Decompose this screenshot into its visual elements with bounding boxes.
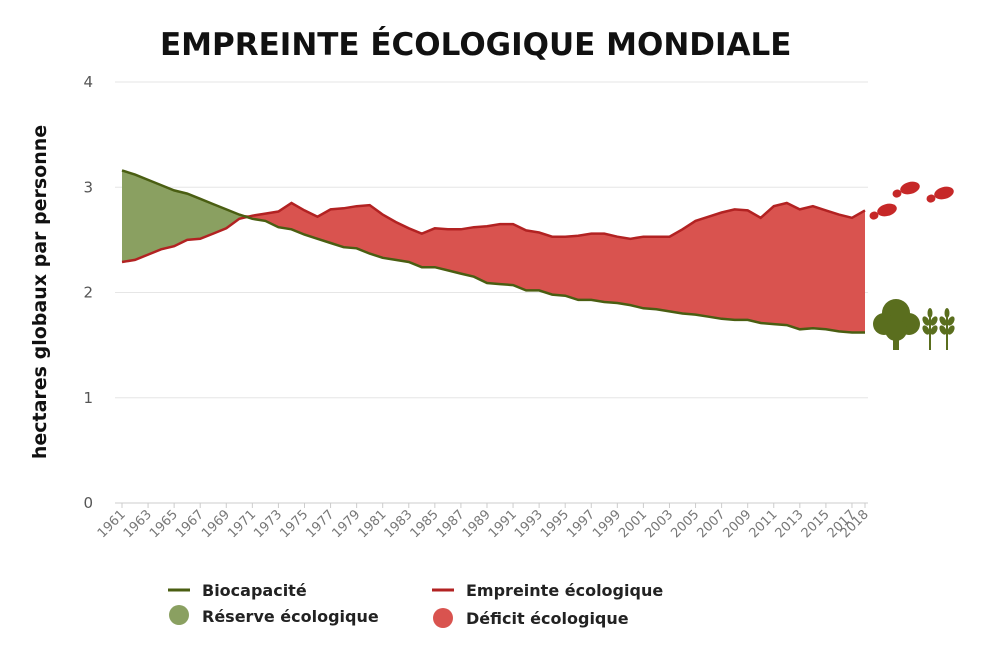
x-tick-label: 1979 bbox=[329, 507, 363, 541]
wheat-grain bbox=[922, 316, 930, 326]
wheat-grain bbox=[922, 325, 930, 335]
x-tick-label: 1995 bbox=[538, 507, 572, 541]
legend-biocapacite-label: Biocapacité bbox=[202, 581, 307, 600]
x-tick-label: 1965 bbox=[147, 507, 181, 541]
x-tick-label: 1967 bbox=[173, 507, 207, 541]
x-ticks: 1961196319651967196919711973197519771979… bbox=[95, 503, 872, 541]
x-tick-label: 2007 bbox=[694, 507, 728, 541]
y-axis-label: hectares globaux par personne bbox=[29, 125, 51, 459]
y-tick-label: 1 bbox=[83, 389, 93, 407]
wheat-grain bbox=[927, 308, 933, 318]
x-tick-label: 2011 bbox=[747, 507, 781, 541]
x-tick-label: 1987 bbox=[434, 507, 468, 541]
wheat-grain bbox=[930, 316, 938, 326]
x-tick-label: 2001 bbox=[616, 507, 650, 541]
x-tick-label: 1991 bbox=[486, 507, 520, 541]
footprint-heel bbox=[892, 189, 902, 198]
wheat-grain bbox=[939, 325, 947, 335]
legend-deficit-label: Déficit écologique bbox=[466, 609, 629, 628]
footprint-sole bbox=[934, 186, 954, 200]
x-tick-label: 1983 bbox=[382, 507, 416, 541]
x-tick-label: 2015 bbox=[799, 507, 833, 541]
x-tick-label: 1977 bbox=[303, 507, 337, 541]
footprint-sole bbox=[900, 181, 920, 195]
footprints-icon bbox=[869, 181, 954, 220]
footprint-heel bbox=[869, 211, 879, 220]
x-tick-label: 1961 bbox=[95, 507, 129, 541]
x-tick-label: 1973 bbox=[251, 507, 285, 541]
wheat-grain bbox=[944, 308, 950, 318]
x-tick-label: 2003 bbox=[642, 507, 676, 541]
biocapacite-line bbox=[121, 169, 865, 334]
x-tick-label: 2005 bbox=[668, 507, 702, 541]
x-tick-label: 1969 bbox=[199, 507, 233, 541]
x-tick-label: 2009 bbox=[721, 507, 755, 541]
wheat-icon bbox=[922, 308, 955, 350]
legend: Biocapacité Réserve écologique Empreinte… bbox=[168, 581, 663, 628]
legend-empreinte-label: Empreinte écologique bbox=[466, 581, 663, 600]
deficit-area bbox=[122, 170, 865, 333]
y-ticks: 0 1 2 3 4 bbox=[83, 73, 93, 512]
y-tick-label: 3 bbox=[83, 178, 93, 196]
series-lines bbox=[121, 169, 866, 334]
areas bbox=[122, 170, 865, 333]
x-tick-label: 1993 bbox=[512, 507, 546, 541]
x-tick-label: 1963 bbox=[121, 507, 155, 541]
x-tick-label: 1997 bbox=[564, 507, 598, 541]
legend-deficit-swatch bbox=[433, 608, 453, 628]
x-tick-label: 2013 bbox=[773, 507, 807, 541]
y-tick-label: 2 bbox=[83, 284, 93, 302]
footprint-sole bbox=[877, 203, 897, 217]
x-tick-label: 1999 bbox=[590, 507, 624, 541]
footprint-heel bbox=[926, 194, 936, 203]
wheat-grain bbox=[947, 325, 955, 335]
tree-trunk bbox=[893, 330, 899, 350]
wheat-grain bbox=[939, 316, 947, 326]
legend-reserve-label: Réserve écologique bbox=[202, 607, 379, 626]
chart-title: EMPREINTE ÉCOLOGIQUE MONDIALE bbox=[160, 27, 791, 63]
x-tick-label: 1981 bbox=[356, 507, 390, 541]
tree-icon bbox=[873, 299, 920, 350]
y-tick-label: 4 bbox=[83, 73, 93, 91]
y-tick-label: 0 bbox=[83, 494, 93, 512]
legend-reserve-swatch bbox=[169, 605, 189, 625]
x-tick-label: 1989 bbox=[460, 507, 494, 541]
x-tick-label: 1971 bbox=[225, 507, 259, 541]
wheat-grain bbox=[930, 325, 938, 335]
x-tick-label: 1985 bbox=[408, 507, 442, 541]
x-tick-label: 1975 bbox=[277, 507, 311, 541]
wheat-grain bbox=[947, 316, 955, 326]
